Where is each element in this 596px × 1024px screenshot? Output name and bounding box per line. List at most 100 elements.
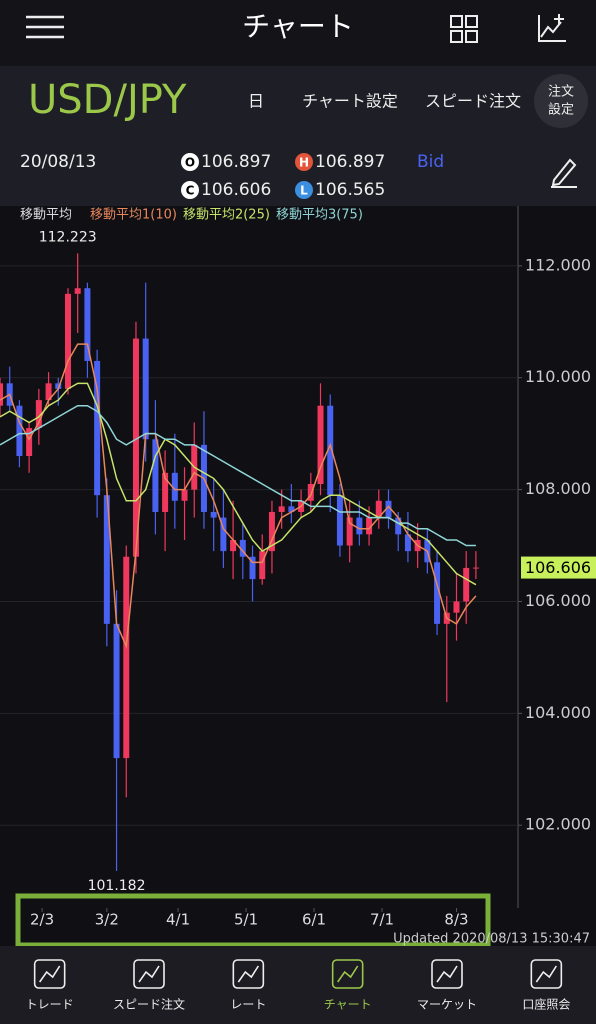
candle-body	[181, 489, 188, 501]
tab-bar	[0, 946, 596, 1024]
high-badge	[295, 153, 313, 171]
tab[interactable]: レート	[230, 959, 266, 1012]
tabs: トレード スピード注文 レート チャート マーケット 口座照会	[26, 959, 570, 1012]
tab-icon-glyph	[237, 965, 260, 983]
low-value: 106.565	[315, 180, 385, 200]
candle-body	[317, 405, 324, 485]
tab-icon	[33, 959, 66, 989]
tab[interactable]: トレード	[26, 959, 74, 1012]
legend-entry: 移動平均3(75)	[276, 208, 363, 223]
speed-order-button[interactable]: スピード注文	[425, 92, 521, 111]
tab-label[interactable]: レート	[230, 998, 266, 1012]
y-tick-label: 110.000	[525, 367, 591, 386]
candle-body	[453, 601, 460, 613]
tab-icon	[232, 959, 265, 989]
tab-label[interactable]: トレード	[26, 998, 74, 1012]
tab-label[interactable]: 口座照会	[522, 997, 570, 1012]
open-badge	[181, 153, 199, 171]
candle-body	[142, 338, 149, 440]
y-tick-label: 102.000	[525, 815, 591, 834]
high-value: 106.897	[315, 152, 385, 172]
candle-body	[375, 500, 382, 518]
x-tick-label: 7/1	[370, 911, 394, 929]
candle-body	[220, 517, 227, 552]
x-tick-label: 5/1	[234, 911, 258, 929]
highlight-box	[15, 893, 491, 948]
low-annotation: 101.182	[88, 878, 146, 894]
tab-label[interactable]: チャート	[324, 998, 372, 1012]
low-badge-label: L	[300, 184, 308, 198]
x-tick-label: 2/3	[30, 911, 54, 929]
top-bar	[0, 0, 596, 66]
chart-area	[0, 206, 596, 946]
updated-time: Updated 2020/08/13 15:30:47	[393, 932, 590, 947]
close-badge	[181, 181, 199, 199]
period-button[interactable]: 日	[248, 92, 264, 111]
menu-button[interactable]	[26, 15, 64, 39]
order-settings-label[interactable]: 注文	[548, 85, 574, 100]
candle-body	[16, 405, 23, 457]
y-tick-label: 112.000	[525, 255, 591, 274]
tab[interactable]: スピード注文	[113, 959, 185, 1012]
candle-body	[45, 383, 52, 401]
tab-icon-glyph	[39, 965, 61, 983]
tab[interactable]: 口座照会	[522, 959, 570, 1012]
tab-label[interactable]: スピード注文	[113, 997, 185, 1012]
edit-button[interactable]	[551, 158, 577, 188]
info-panel	[0, 66, 596, 206]
candle-body	[162, 472, 169, 512]
chart-settings-button[interactable]: チャート設定	[302, 92, 398, 111]
high-badge-label: H	[299, 156, 309, 170]
candle-body	[64, 293, 71, 389]
last-price-box	[521, 556, 596, 579]
candle-body	[356, 517, 363, 535]
candle-body	[0, 383, 3, 406]
open-value: 106.897	[201, 152, 271, 172]
candle-body	[113, 623, 120, 759]
tab-icon	[133, 959, 165, 989]
candle-body	[55, 383, 62, 389]
order-settings-button[interactable]	[534, 74, 588, 128]
candle-body	[395, 517, 402, 535]
tab-label[interactable]: マーケット	[417, 998, 477, 1012]
candle-body	[230, 539, 237, 552]
candle-body	[171, 472, 178, 501]
y-tick-label: 104.000	[525, 703, 591, 722]
candle-body	[259, 551, 266, 580]
candle-body	[210, 511, 217, 518]
x-tick-label: 8/3	[444, 911, 468, 929]
order-settings-label[interactable]: 設定	[548, 102, 574, 118]
tab-icon	[331, 959, 364, 989]
layout-button[interactable]	[450, 15, 478, 43]
close-value: 106.606	[201, 180, 271, 200]
tab-icon	[530, 959, 563, 989]
legend-entry: 移動平均2(25)	[183, 208, 270, 223]
tab[interactable]: マーケット	[417, 959, 477, 1012]
symbol[interactable]: USD/JPY	[28, 77, 187, 123]
candle-body	[288, 506, 295, 512]
candle-body	[327, 405, 334, 496]
add-indicator-button[interactable]	[538, 14, 566, 42]
candle-body	[74, 288, 81, 294]
quote-date: 20/08/13	[20, 152, 96, 172]
x-tick-label: 6/1	[302, 911, 326, 929]
candle-body	[307, 484, 314, 501]
candle-body	[472, 567, 479, 569]
candle-body	[249, 556, 256, 580]
candle-body	[132, 338, 139, 557]
candle-body	[346, 517, 353, 546]
candle-body	[463, 567, 470, 602]
moving-average-line	[0, 404, 476, 547]
tab[interactable]: チャート	[324, 959, 372, 1012]
x-tick-label: 4/1	[166, 911, 190, 929]
candle-body	[152, 439, 159, 512]
candle-body	[434, 562, 441, 624]
candle-body	[385, 500, 392, 518]
moving-average-line	[0, 343, 477, 650]
candle-body	[336, 495, 343, 546]
plot: 移動平均1(10) 移動平均2(25) 移動平均3(75) 102.000 104.00…	[0, 208, 596, 929]
last-price-label: 106.606	[525, 558, 591, 577]
candle-body	[278, 506, 285, 512]
